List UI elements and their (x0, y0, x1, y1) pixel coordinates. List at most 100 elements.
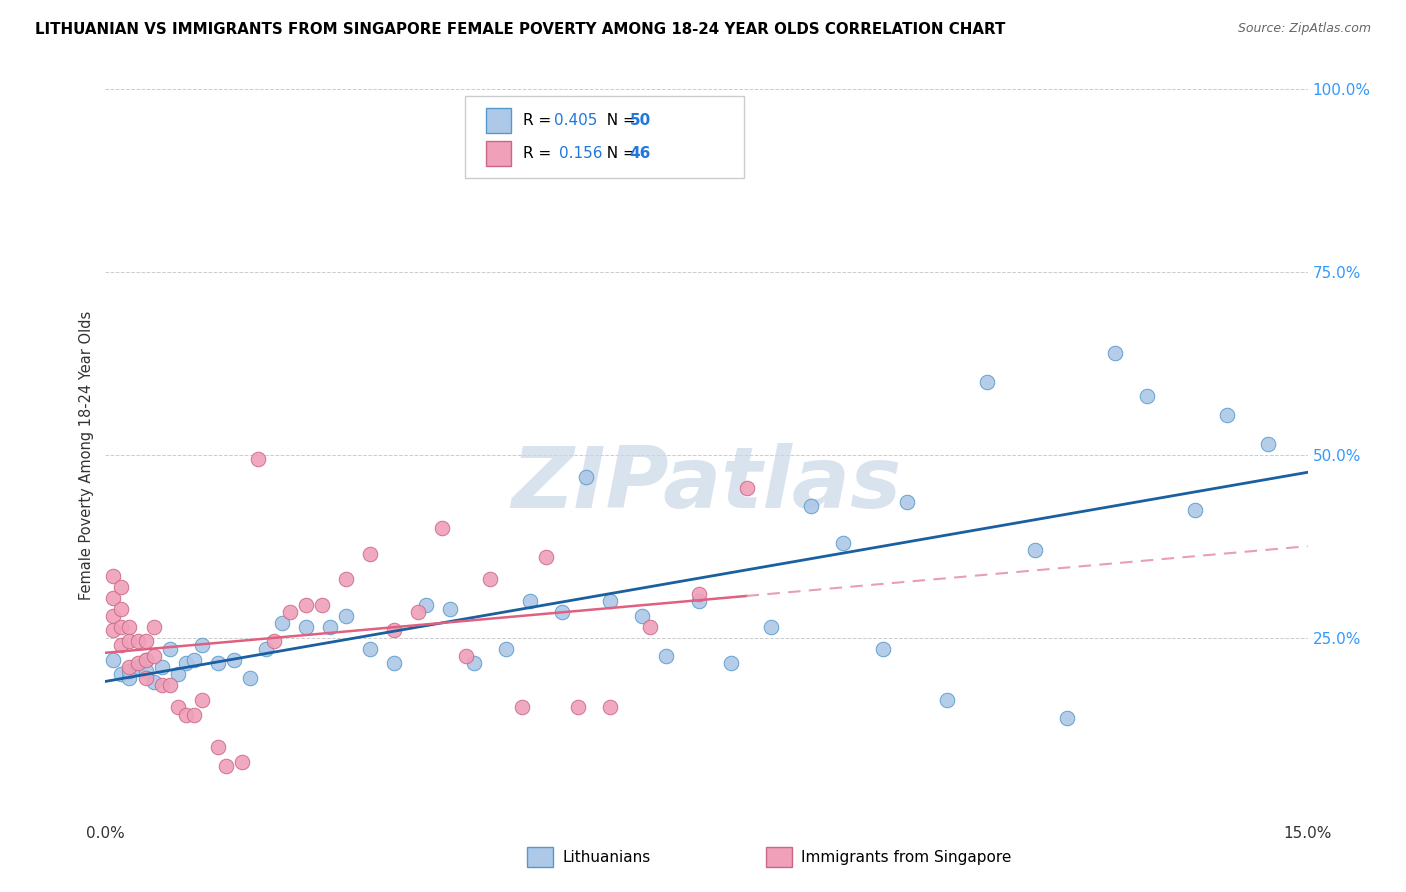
Point (166, 700, 188, 714)
Point (110, 620, 132, 634)
Point (872, 641, 894, 656)
Point (382, 624, 405, 638)
Point (415, 598, 437, 612)
Point (463, 657, 485, 671)
Point (406, 605, 429, 619)
Point (174, 707, 197, 722)
Point (127, 657, 149, 671)
Point (278, 605, 301, 619)
Point (135, 671, 157, 685)
Point (183, 653, 205, 667)
Point (359, 547, 381, 561)
Point (190, 693, 212, 707)
Point (159, 678, 181, 692)
Point (135, 653, 157, 667)
Point (239, 671, 262, 685)
Point (1024, 543, 1046, 558)
Point (1184, 503, 1206, 517)
Point (831, 535, 853, 549)
Y-axis label: Female Poverty Among 18-24 Year Olds: Female Poverty Among 18-24 Year Olds (79, 310, 94, 599)
Point (759, 620, 782, 634)
Point (688, 594, 710, 608)
Text: N =: N = (598, 113, 641, 128)
Text: Lithuanians: Lithuanians (562, 850, 651, 864)
Point (159, 641, 181, 656)
Point (454, 649, 477, 664)
Text: Source: ZipAtlas.com: Source: ZipAtlas.com (1237, 22, 1371, 36)
Point (479, 572, 502, 586)
Point (735, 481, 758, 495)
Point (270, 616, 292, 631)
Point (135, 653, 157, 667)
Point (103, 624, 125, 638)
Point (150, 660, 173, 674)
Text: ZIPatlas: ZIPatlas (512, 442, 901, 525)
Point (103, 591, 125, 605)
Text: R =: R = (523, 146, 561, 161)
Point (127, 660, 149, 674)
Point (207, 740, 229, 755)
Point (118, 660, 141, 674)
Point (510, 700, 533, 714)
Point (567, 700, 589, 714)
Point (183, 707, 205, 722)
Point (1056, 711, 1078, 725)
Point (382, 657, 405, 671)
Point (1136, 389, 1159, 403)
Point (439, 601, 461, 615)
Point (142, 674, 165, 689)
Point (110, 580, 132, 594)
Point (936, 693, 959, 707)
Point (135, 664, 157, 678)
Text: N =: N = (598, 146, 641, 161)
Point (118, 620, 141, 634)
Point (231, 755, 253, 769)
Point (166, 667, 188, 681)
Point (110, 638, 132, 652)
Point (295, 598, 318, 612)
Text: 0.156: 0.156 (560, 146, 603, 161)
Point (599, 700, 621, 714)
Point (335, 572, 357, 586)
Point (800, 499, 823, 513)
Point (135, 634, 157, 648)
Point (335, 608, 357, 623)
Point (110, 667, 132, 681)
Point (222, 653, 245, 667)
Text: Immigrants from Singapore: Immigrants from Singapore (801, 850, 1012, 864)
Point (655, 649, 678, 664)
Point (214, 758, 236, 772)
Point (551, 605, 574, 619)
Point (720, 657, 742, 671)
Point (190, 638, 212, 652)
Point (103, 653, 125, 667)
Point (103, 568, 125, 582)
Point (359, 641, 381, 656)
Point (688, 587, 710, 601)
Point (207, 657, 229, 671)
Point (142, 620, 165, 634)
Point (127, 634, 149, 648)
Text: 0.405: 0.405 (554, 113, 598, 128)
Point (976, 375, 998, 389)
Point (631, 608, 654, 623)
Point (1257, 437, 1279, 451)
Point (534, 550, 557, 565)
Point (1216, 408, 1239, 422)
Point (295, 620, 318, 634)
Point (575, 470, 598, 484)
Point (110, 601, 132, 615)
Point (263, 634, 285, 648)
Point (430, 521, 453, 535)
Point (142, 649, 165, 664)
Point (495, 641, 517, 656)
Point (174, 657, 197, 671)
Point (1104, 345, 1126, 359)
Text: R =: R = (523, 113, 555, 128)
Text: LITHUANIAN VS IMMIGRANTS FROM SINGAPORE FEMALE POVERTY AMONG 18-24 YEAR OLDS COR: LITHUANIAN VS IMMIGRANTS FROM SINGAPORE … (35, 22, 1005, 37)
Point (319, 620, 342, 634)
Point (118, 671, 141, 685)
Point (519, 594, 541, 608)
Text: 50: 50 (630, 113, 651, 128)
Point (896, 495, 918, 509)
